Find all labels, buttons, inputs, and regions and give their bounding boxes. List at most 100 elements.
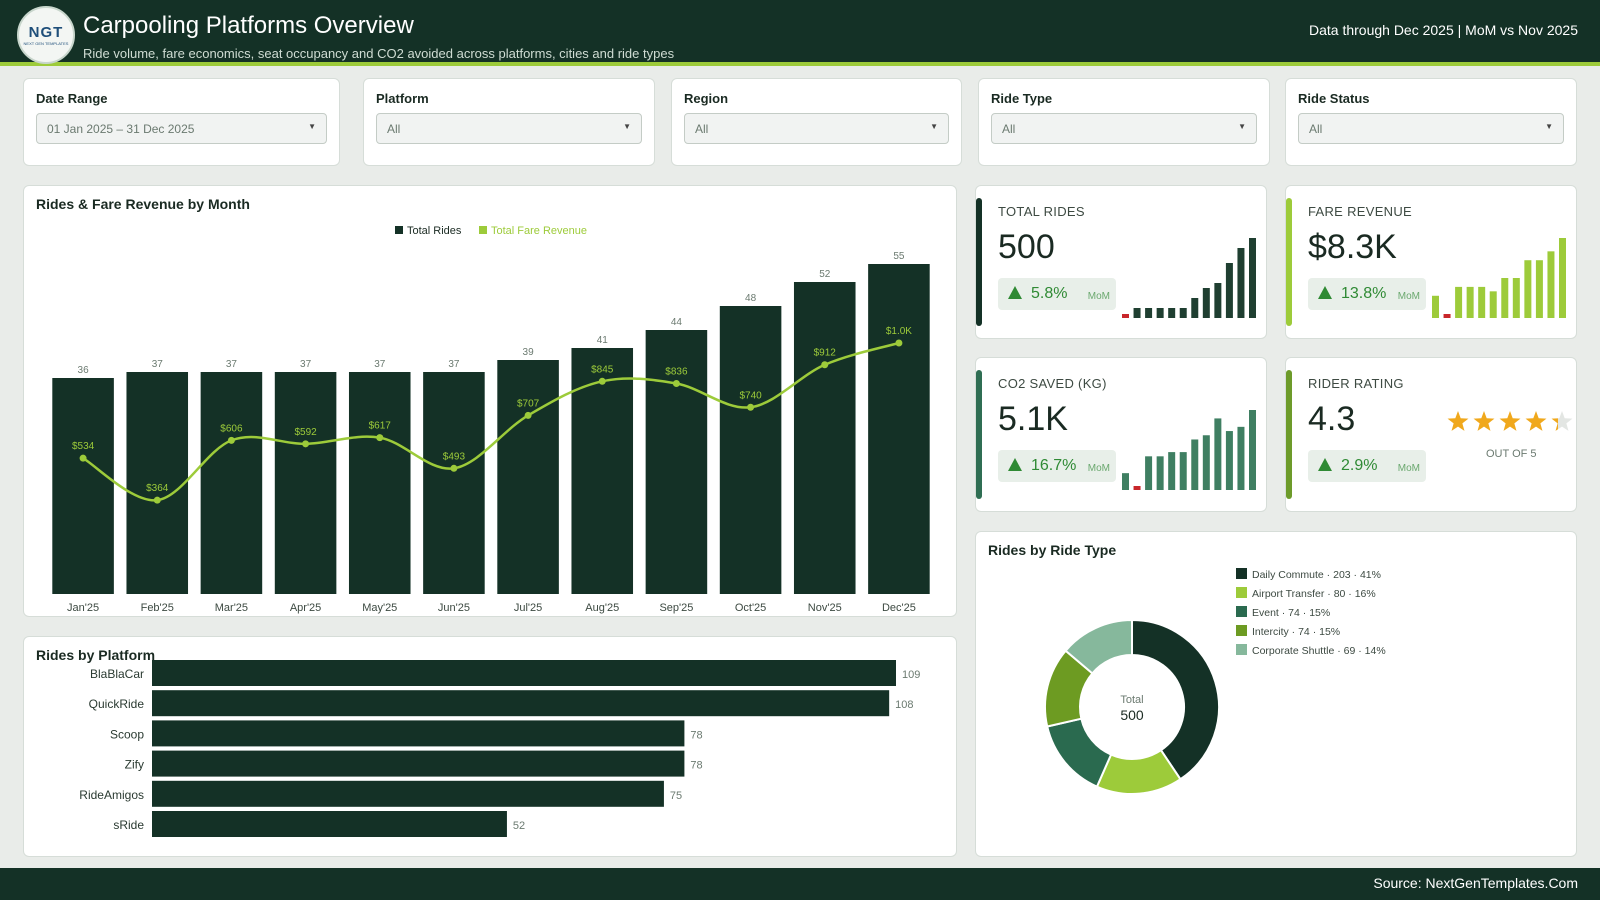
filter-ride-status: Ride Status All ▼ bbox=[1285, 78, 1577, 166]
platform-label: Zify bbox=[125, 758, 144, 772]
legend-item-event[interactable]: Event · 74 · 15% bbox=[1236, 606, 1330, 619]
spark-bar bbox=[1214, 418, 1222, 490]
spark-bar bbox=[1225, 431, 1233, 490]
bar-rides bbox=[126, 372, 189, 594]
filter-value: All bbox=[695, 122, 709, 136]
brand-logo[interactable]: NGT NEXT GEN TEMPLATES bbox=[17, 6, 75, 64]
chevron-down-icon: ▼ bbox=[1238, 122, 1246, 131]
platform-select[interactable]: All ▼ bbox=[376, 113, 642, 144]
x-tick-label: Jun'25 bbox=[438, 602, 470, 614]
legend-item-corporate-shuttle[interactable]: Corporate Shuttle · 69 · 14% bbox=[1236, 644, 1386, 657]
kpi-co2-saved: CO2 SAVED (KG) 5.1K 16.7% MoM bbox=[975, 357, 1267, 512]
filter-value: All bbox=[387, 122, 401, 136]
donut-center-label: Total bbox=[1120, 694, 1143, 706]
kpi-total-rides: TOTAL RIDES 500 5.8% MoM bbox=[975, 185, 1267, 339]
bar-value-label: 39 bbox=[523, 347, 535, 358]
kpi-label: FARE REVENUE bbox=[1308, 204, 1413, 219]
spark-bar bbox=[1145, 456, 1153, 490]
chevron-down-icon: ▼ bbox=[1545, 122, 1553, 131]
fare-point bbox=[376, 434, 384, 442]
legend-swatch bbox=[1236, 606, 1247, 617]
fare-point bbox=[895, 339, 903, 347]
donut-slice bbox=[1064, 618, 1133, 675]
donut-center-value: 500 bbox=[1120, 707, 1144, 723]
kpi-label: TOTAL RIDES bbox=[998, 204, 1085, 219]
donut-slice bbox=[1131, 618, 1220, 781]
platform-chart-title: Rides by Platform bbox=[36, 647, 156, 663]
chevron-down-icon: ▼ bbox=[623, 122, 631, 131]
logo-text: NGT bbox=[28, 24, 64, 41]
fare-revenue-line bbox=[82, 341, 900, 502]
bar-value-label: 55 bbox=[893, 251, 905, 262]
platform-value-label: 109 bbox=[902, 669, 920, 681]
fare-point bbox=[302, 440, 310, 448]
kpi-value: $8.3K bbox=[1308, 228, 1397, 266]
x-tick-label: May'25 bbox=[362, 602, 397, 614]
legend-swatch-fare bbox=[479, 226, 487, 234]
platform-chart-card: Rides by Platform BlaBlaCar 109 QuickRide 1… bbox=[23, 636, 957, 857]
spark-bar bbox=[1202, 435, 1210, 490]
region-select[interactable]: All ▼ bbox=[684, 113, 949, 144]
ride-status-select[interactable]: All ▼ bbox=[1298, 113, 1564, 144]
filter-label: Ride Status bbox=[1298, 91, 1370, 106]
platform-bar bbox=[152, 720, 685, 747]
footer-bar: Source: NextGenTemplates.Com bbox=[0, 868, 1600, 900]
bar-value-label: 37 bbox=[448, 359, 460, 370]
fare-point bbox=[672, 380, 680, 388]
fare-value-label: $534 bbox=[72, 441, 95, 452]
page-subtitle: Ride volume, fare economics, seat occupa… bbox=[83, 46, 675, 61]
platform-value-label: 78 bbox=[690, 729, 702, 741]
kpi-delta-value: 5.8% bbox=[1031, 285, 1068, 302]
spark-bar bbox=[1179, 308, 1187, 318]
fare-value-label: $493 bbox=[443, 451, 466, 462]
spark-bar bbox=[1179, 452, 1187, 490]
legend-label-fare: Total Fare Revenue bbox=[491, 225, 587, 237]
rating-stars bbox=[1447, 411, 1573, 431]
fare-value-label: $606 bbox=[220, 423, 243, 434]
kpi-rider-rating: RIDER RATING 4.3 2.9% MoM OUT OF 5 bbox=[1285, 357, 1577, 512]
fare-value-label: $592 bbox=[294, 427, 317, 438]
monthly-chart-card: Rides & Fare Revenue by Month Total Ride… bbox=[23, 185, 957, 617]
kpi-delta-suffix: MoM bbox=[1397, 291, 1420, 302]
x-tick-label: Apr'25 bbox=[290, 602, 321, 614]
up-arrow-icon bbox=[1318, 458, 1332, 471]
page-title: Carpooling Platforms Overview bbox=[83, 12, 414, 39]
platform-label: sRide bbox=[113, 818, 144, 832]
platform-value-label: 78 bbox=[690, 760, 702, 772]
fare-value-label: $912 bbox=[814, 348, 837, 359]
bar-rides bbox=[719, 306, 782, 594]
legend-swatch-rides bbox=[395, 226, 403, 234]
header-bar: NGT NEXT GEN TEMPLATES Carpooling Platfo… bbox=[0, 0, 1600, 66]
spark-bar bbox=[1478, 286, 1486, 318]
spark-bar bbox=[1122, 473, 1129, 490]
legend-item-airport-transfer[interactable]: Airport Transfer · 80 · 16% bbox=[1236, 587, 1376, 600]
fare-point bbox=[79, 454, 87, 462]
data-through-text: Data through Dec 2025 | MoM vs Nov 2025 bbox=[1308, 22, 1578, 38]
ride-type-select[interactable]: All ▼ bbox=[991, 113, 1257, 144]
kpi-delta-suffix: MoM bbox=[1397, 463, 1420, 474]
bar-rides bbox=[200, 372, 263, 594]
legend-item-daily-commute[interactable]: Daily Commute · 203 · 41% bbox=[1236, 568, 1381, 581]
kpi-delta-suffix: MoM bbox=[1087, 291, 1110, 302]
legend-swatch bbox=[1236, 568, 1247, 579]
star-icon bbox=[1499, 411, 1521, 431]
fare-point bbox=[821, 361, 829, 369]
bar-value-label: 36 bbox=[78, 365, 90, 376]
fare-point bbox=[598, 377, 606, 385]
bar-value-label: 52 bbox=[819, 269, 831, 280]
filter-label: Date Range bbox=[36, 91, 108, 106]
kpi-value: 5.1K bbox=[998, 400, 1068, 438]
spark-bar bbox=[1214, 283, 1222, 318]
bar-value-label: 44 bbox=[671, 317, 683, 328]
legend-item-intercity[interactable]: Intercity · 74 · 15% bbox=[1236, 625, 1340, 638]
fare-point bbox=[524, 411, 532, 419]
bar-value-label: 48 bbox=[745, 293, 757, 304]
date-range-select[interactable]: 01 Jan 2025 – 31 Dec 2025 ▼ bbox=[36, 113, 327, 144]
kpi-sparkline bbox=[1122, 410, 1256, 490]
x-tick-label: Mar'25 bbox=[215, 602, 248, 614]
spark-bar bbox=[1225, 263, 1233, 318]
spark-bar bbox=[1524, 260, 1532, 318]
bar-value-label: 41 bbox=[597, 335, 609, 346]
x-tick-label: Sep'25 bbox=[659, 602, 693, 614]
kpi-label: RIDER RATING bbox=[1308, 376, 1404, 391]
